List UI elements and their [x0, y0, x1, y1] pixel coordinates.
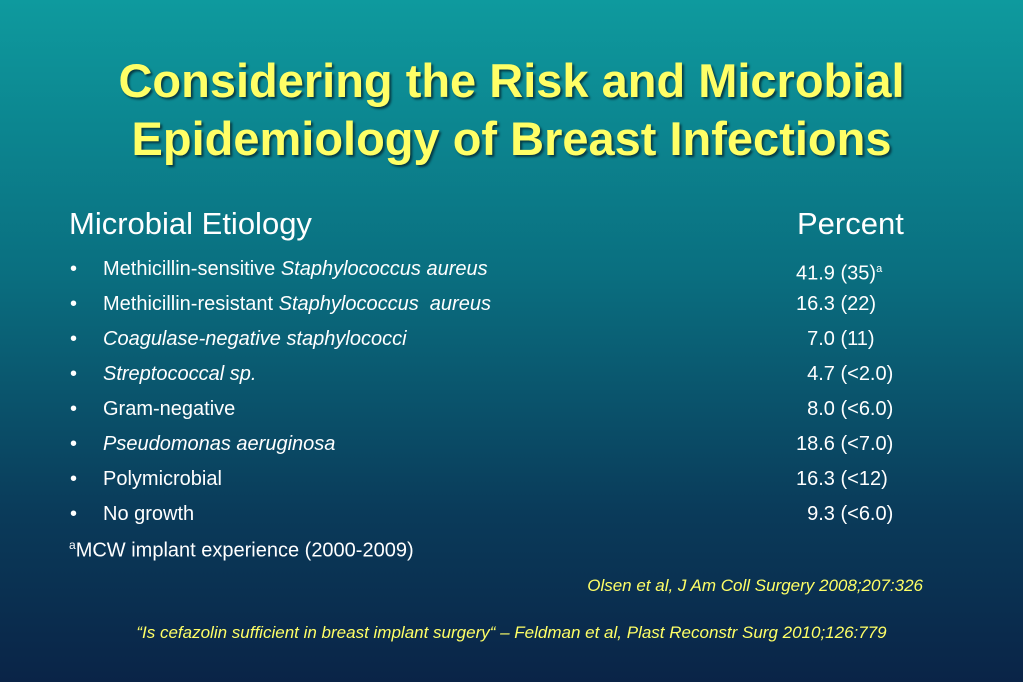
percent-value: 18.6 (<7.0): [796, 433, 894, 455]
list-item: • Methicillin-sensitive Staphylococcus a…: [0, 254, 1023, 285]
percent-value: 7.0 (11): [796, 328, 875, 350]
list-item: • Pseudomonas aeruginosa 18.6 (<7.0): [0, 429, 1023, 459]
etiology-label: Coagulase-negative staphylococci: [103, 328, 407, 350]
etiology-label: Gram-negative: [103, 398, 236, 420]
etiology-label: No growth: [103, 503, 195, 525]
quote-citation: “Is cefazolin sufficient in breast impla…: [136, 623, 887, 642]
percent-value: 4.7 (<2.0): [796, 363, 894, 385]
list-item: • Methicillin-resistant Staphylococcus a…: [0, 289, 1023, 319]
bullet: •: [70, 503, 78, 525]
percent-value: 41.9 (35)a: [796, 262, 883, 285]
bullet: •: [70, 398, 78, 420]
citation: Olsen et al, J Am Coll Surgery 2008;207:…: [587, 576, 923, 595]
percent-value: 16.3 (22): [796, 293, 877, 315]
etiology-label: Polymicrobial: [103, 468, 222, 490]
column-header-etiology: Microbial Etiology: [69, 206, 312, 241]
bullet: •: [70, 363, 78, 385]
list-item: • Coagulase-negative staphylococci 7.0 (…: [0, 324, 1023, 354]
percent-value: 16.3 (<12): [796, 468, 888, 490]
bullet: •: [70, 328, 78, 350]
etiology-label: Streptococcal sp.: [103, 363, 257, 385]
bullet: •: [70, 433, 78, 455]
percent-value: 8.0 (<6.0): [796, 398, 894, 420]
etiology-label: Methicillin-sensitive Staphylococcus aur…: [103, 258, 488, 280]
list-item: • Polymicrobial 16.3 (<12): [0, 464, 1023, 494]
slide-title: Considering the Risk and Microbial Epide…: [0, 52, 1023, 168]
column-header-percent: Percent: [797, 206, 904, 241]
title-line-1: Considering the Risk and Microbial: [118, 54, 905, 107]
list-item: • Streptococcal sp. 4.7 (<2.0): [0, 359, 1023, 389]
etiology-label: Pseudomonas aeruginosa: [103, 433, 336, 455]
list-item: • Gram-negative 8.0 (<6.0): [0, 394, 1023, 424]
bullet: •: [70, 293, 78, 315]
footnote: aMCW implant experience (2000-2009): [69, 538, 414, 562]
list-item: • No growth 9.3 (<6.0): [0, 499, 1023, 529]
percent-value: 9.3 (<6.0): [796, 503, 894, 525]
bullet: •: [70, 468, 78, 490]
title-line-2: Epidemiology of Breast Infections: [131, 112, 892, 165]
etiology-label: Methicillin-resistant Staphylococcus aur…: [103, 293, 491, 315]
bullet: •: [70, 258, 78, 280]
